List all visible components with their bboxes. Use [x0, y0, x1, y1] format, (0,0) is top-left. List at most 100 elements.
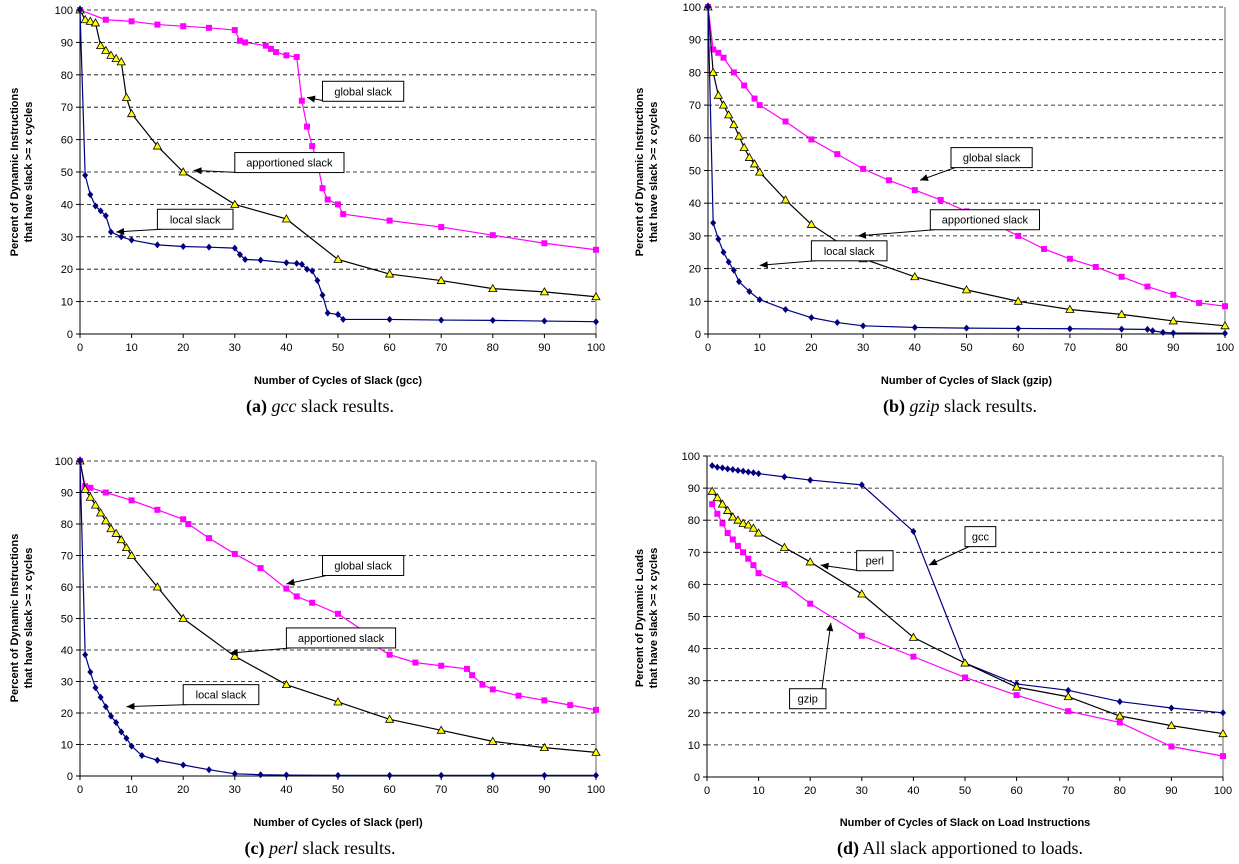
data-point-global	[715, 49, 722, 56]
y-tick-label: 40	[61, 199, 73, 211]
data-point-perl	[738, 518, 748, 527]
y-tick-label: 50	[688, 612, 700, 624]
data-point-apportioned	[230, 651, 240, 660]
data-point-global	[236, 37, 243, 44]
annotation-box	[182, 684, 260, 706]
annotation: local slack	[759, 240, 888, 269]
data-point-global	[335, 201, 341, 208]
x-axis-label: Number of Cycles of Slack on Load Instru…	[840, 817, 1091, 829]
data-point-global	[438, 224, 445, 231]
annotation-arrow	[126, 704, 188, 708]
data-point-global	[710, 46, 717, 53]
data-point-local	[386, 771, 393, 779]
data-point-global	[102, 489, 109, 496]
arrow-head-icon	[919, 174, 929, 181]
data-point-local	[782, 305, 789, 313]
annotation: perl	[820, 550, 894, 572]
data-point-apportioned	[739, 142, 749, 152]
data-point-global	[185, 521, 192, 527]
annotation: apportioned slack	[229, 627, 397, 656]
y-tick-label: 90	[688, 483, 700, 495]
x-tick-label: 60	[1012, 342, 1024, 354]
data-point-global	[180, 516, 187, 523]
data-point-global	[304, 123, 311, 130]
data-point-local	[236, 251, 243, 259]
data-point-global	[231, 550, 238, 557]
y-tick-label: 70	[688, 547, 700, 559]
data-point-local	[1170, 329, 1177, 337]
data-point-local	[319, 291, 326, 299]
y-tick-label: 10	[61, 740, 73, 752]
data-point-global	[283, 52, 290, 59]
y-axis-label: Percent of Dynamic Instructions that have…	[9, 88, 35, 257]
y-tick-label: 80	[688, 515, 700, 527]
data-point-local	[1159, 328, 1166, 336]
annotation-arrow	[821, 622, 832, 689]
data-point-gzip	[807, 600, 814, 607]
data-point-local	[87, 668, 94, 676]
data-point-local	[309, 267, 316, 275]
data-point-gcc	[724, 465, 731, 473]
data-point-gcc	[910, 527, 917, 535]
data-point-local	[82, 171, 89, 179]
data-point-global	[479, 681, 486, 688]
y-tick-label: 40	[61, 645, 73, 657]
x-tick-label: 40	[280, 784, 292, 796]
data-point-local	[1222, 329, 1228, 337]
data-point-apportioned	[111, 53, 121, 62]
data-point-local	[92, 684, 99, 692]
data-point-apportioned	[95, 508, 106, 517]
data-point-global	[319, 185, 326, 192]
data-point-perl	[908, 632, 919, 641]
data-point-apportioned	[539, 287, 550, 296]
data-point-global	[386, 651, 393, 658]
x-tick-label: 60	[1010, 785, 1022, 797]
data-point-apportioned	[539, 742, 550, 752]
data-point-local	[107, 712, 114, 720]
x-tick-label: 100	[1216, 342, 1234, 354]
data-point-global	[231, 27, 238, 34]
annotation-arrow	[857, 229, 935, 237]
caption-d: (d) All slack apportioned to loads.	[837, 838, 1083, 858]
data-point-local	[107, 228, 114, 236]
annotation-label: apportioned slack	[942, 215, 1029, 227]
x-tick-label: 50	[332, 342, 344, 354]
data-point-global	[386, 217, 393, 224]
series-gcc	[709, 462, 1226, 717]
data-point-global	[489, 686, 496, 693]
data-point-perl	[743, 520, 753, 529]
data-point-global	[756, 102, 763, 109]
annotation: local slack	[126, 684, 260, 710]
y-tick-label: 0	[67, 771, 73, 783]
annotation: gcc	[928, 526, 997, 566]
data-point-local	[808, 314, 815, 322]
data-point-global	[309, 599, 316, 606]
x-axis-label: Number of Cycles of Slack (gcc)	[254, 375, 422, 387]
annotation-label: global slack	[334, 86, 392, 98]
data-point-apportioned	[178, 167, 188, 176]
data-point-gzip	[740, 549, 747, 556]
data-point-gzip	[734, 542, 741, 549]
annotation-label: perl	[866, 556, 884, 568]
data-point-apportioned	[101, 516, 111, 525]
data-point-global	[751, 95, 758, 102]
x-tick-label: 20	[177, 784, 189, 796]
data-point-local	[293, 259, 300, 267]
data-point-global	[469, 672, 476, 679]
data-point-apportioned	[910, 271, 920, 281]
data-point-apportioned	[111, 528, 121, 537]
series-apportioned	[75, 5, 601, 301]
series-line-global	[79, 460, 597, 711]
arrow-head-icon	[928, 558, 938, 566]
arrow-head-icon	[193, 167, 202, 175]
x-tick-label: 50	[959, 785, 971, 797]
x-tick-label: 50	[960, 342, 972, 354]
y-tick-label: 50	[61, 614, 73, 626]
x-tick-label: 10	[754, 342, 766, 354]
y-tick-label: 30	[61, 677, 73, 689]
data-point-gzip	[755, 570, 762, 577]
data-point-perl	[712, 492, 723, 502]
data-point-gcc	[729, 465, 736, 473]
data-point-local	[593, 318, 599, 326]
data-point-perl	[748, 523, 759, 532]
